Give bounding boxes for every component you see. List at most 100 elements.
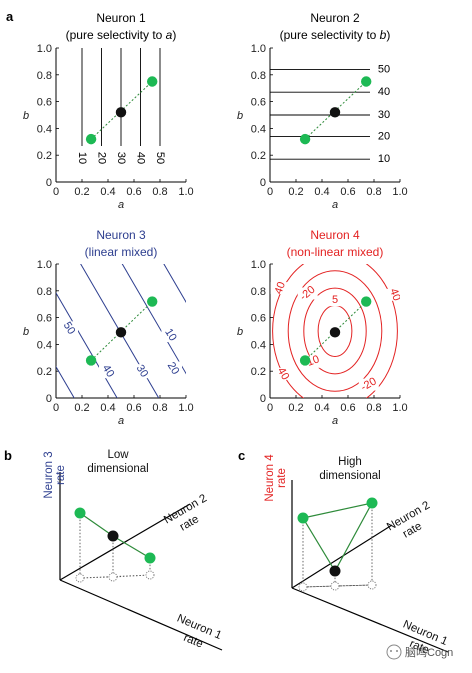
neuron-4-points — [299, 296, 372, 366]
y-tick-label: 1.0 — [37, 259, 52, 271]
y-tick-label: 0.6 — [251, 97, 266, 109]
contour-line — [163, 264, 186, 303]
neuron-3-axes: 00 0.2 0.2 0.4 0.4 0.6 0.6 0.8 0.8 1.0 1.0 a b — [23, 259, 194, 427]
x-tick-label: 0.6 — [126, 186, 141, 198]
contour-label: 30 — [134, 363, 151, 380]
x-tick-label: 0.2 — [74, 402, 89, 414]
y-axis-label: b — [237, 110, 243, 122]
schematic-c-z-label-line1: Neuron 4 — [264, 454, 276, 502]
contour-label: 10 — [378, 153, 390, 165]
x-tick-label: 0.6 — [126, 402, 141, 414]
condition-point — [366, 497, 378, 509]
neuron-2-contours — [270, 68, 370, 160]
panel-label-c: c — [238, 448, 245, 463]
neuron-2-level-labels: 10 20 30 40 50 — [378, 63, 390, 165]
y-axis-label: b — [237, 326, 243, 338]
contour-label: 40 — [387, 287, 402, 303]
contour-label: 40 — [273, 280, 288, 296]
schematic-c-state-triangle — [302, 502, 374, 573]
projection-marker — [367, 580, 377, 590]
schematic-c-title-line1: High — [338, 456, 362, 468]
contour-label-bg — [132, 364, 151, 379]
neuron-1-title: Neuron 1 — [96, 11, 146, 25]
contour-label: 40 — [378, 86, 390, 98]
panel-neuron-4: Neuron 4 (non-linear mixed) 000.20.20.40… — [237, 228, 408, 427]
y-tick-label: 1.0 — [37, 43, 52, 55]
contour-label: 20 — [378, 130, 390, 142]
panel-neuron-2: Neuron 2 (pure selectivity to b) 00 0.2 0.… — [237, 11, 408, 211]
x-tick-label: 0.6 — [340, 186, 355, 198]
x-axis-label: a — [118, 415, 124, 427]
x-tick-label: 1.0 — [178, 186, 193, 198]
neuron-4-axes: 00 0.2 0.2 0.4 0.4 0.6 0.6 0.8 0.8 1.0 1.0 a b — [237, 259, 408, 427]
neuron-3-contours: 10 20 30 40 50 — [56, 264, 186, 398]
contour-ellipse — [272, 264, 398, 398]
contour-label: 10 — [162, 327, 179, 344]
condition-point — [74, 507, 86, 519]
contour-label-bg — [273, 367, 293, 380]
y-tick-label: 0.4 — [37, 123, 52, 135]
schematic-b-title-line1: Low — [107, 449, 129, 461]
contour-label-bg — [164, 361, 182, 376]
schematic-b-title-line2: dimensional — [87, 463, 148, 475]
y-tick-label: 0.2 — [37, 150, 52, 162]
condition-point — [107, 530, 119, 542]
neuron-4-subtitle: (non-linear mixed) — [287, 245, 384, 259]
x-tick-label: 0.4 — [100, 186, 115, 198]
contour-label-bg — [358, 378, 379, 391]
schematic-b-z-label-line1: Neuron 3 — [43, 451, 55, 498]
contour-label: 40 — [100, 363, 117, 380]
y-tick-label: 0.6 — [37, 97, 52, 109]
neuron-3-title: Neuron 3 — [96, 228, 146, 242]
condition-point — [299, 355, 311, 366]
contour-label: 50 — [61, 320, 78, 337]
condition-point — [85, 133, 97, 145]
neuron-2-title: Neuron 2 — [310, 11, 360, 25]
condition-point — [147, 296, 158, 307]
contour-line — [80, 264, 160, 398]
contour-label: 50 — [154, 152, 166, 164]
y-axis-label: b — [23, 326, 29, 338]
x-tick-label: 0.4 — [314, 402, 329, 414]
contour-label: 10 — [76, 152, 88, 164]
schematic-b-z-label-line2: rate — [55, 465, 67, 485]
neuron-4-title: Neuron 4 — [310, 228, 360, 242]
x-axis-label: a — [118, 199, 124, 211]
condition-point — [297, 512, 309, 524]
x-tick-label: 0.8 — [366, 402, 381, 414]
x-tick-label: 0.4 — [100, 402, 115, 414]
condition-point — [115, 107, 127, 118]
neuron-2-points — [299, 76, 372, 145]
x-tick-label: 0 — [267, 402, 273, 414]
contour-line — [56, 365, 75, 398]
x-tick-label: 0.2 — [288, 402, 303, 414]
x-tick-label: 0.2 — [288, 186, 303, 198]
condition-point — [361, 76, 372, 87]
contour-label: 40 — [135, 152, 147, 164]
contour-label: 30 — [378, 109, 390, 121]
watermark: 脑鸣Cogn — [386, 644, 453, 660]
y-tick-label: 0.2 — [251, 150, 266, 162]
x-axis-label: a — [332, 199, 338, 211]
projection-marker — [145, 570, 155, 580]
y-tick-label: 1.0 — [251, 43, 266, 55]
panel-label-b: b — [4, 448, 12, 463]
contour-label-bg — [60, 321, 78, 336]
x-tick-label: 0.4 — [314, 186, 329, 198]
y-tick-label: 0.8 — [37, 286, 52, 298]
contour-label-bg — [161, 328, 180, 343]
y-tick-label: 0.4 — [251, 123, 266, 135]
condition-point — [329, 565, 341, 577]
neuron-2-axes: 00 0.2 0.2 0.4 0.4 0.6 0.6 0.8 0.8 1.0 1.0 a b — [237, 43, 408, 211]
contour-label-bg — [297, 287, 318, 300]
projection-marker — [330, 581, 340, 591]
x-tick-label: 0 — [53, 402, 59, 414]
neuron-3-points — [85, 296, 158, 366]
projection-marker — [75, 573, 85, 583]
contour-label: 50 — [378, 63, 390, 75]
x-tick-label: 1.0 — [392, 402, 407, 414]
projection-marker — [298, 582, 308, 592]
y-tick-label: 0.8 — [251, 286, 266, 298]
y-tick-label: 0.8 — [251, 70, 266, 82]
contour-label-bg — [99, 364, 117, 379]
